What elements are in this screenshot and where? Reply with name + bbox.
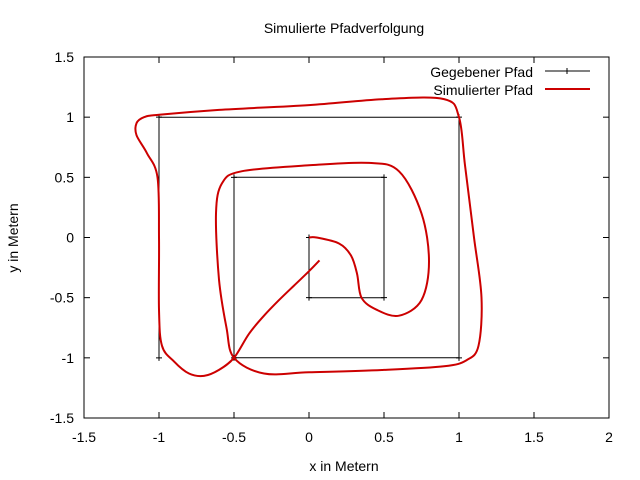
series-layer <box>134 96 483 378</box>
x-tick-label: -1.5 <box>72 429 96 445</box>
plot-frame <box>83 56 610 419</box>
legend: Gegebener Pfad Simulierter Pfad <box>430 64 590 98</box>
series-point-gegebener-pfad <box>381 174 387 181</box>
series-point-gegebener-pfad <box>381 294 387 301</box>
series-point-gegebener-pfad <box>156 354 162 361</box>
x-tick-label: 1 <box>455 429 463 445</box>
series-point-gegebener-pfad <box>306 294 312 301</box>
y-tick-label: 0.5 <box>55 169 75 185</box>
y-axis-label: y in Metern <box>5 203 21 272</box>
axis-ticks: -1.5 -1 -0.5 0 0.5 1 1.5 2 -1.5 -1 -0.5 0 0.5 1 1.5 <box>50 49 613 445</box>
x-tick-label: 1.5 <box>524 429 544 445</box>
x-tick-label: 2 <box>605 429 613 445</box>
y-tick-label: 1 <box>66 109 74 125</box>
x-tick-label: 0 <box>305 429 313 445</box>
series-point-gegebener-pfad <box>231 174 237 181</box>
y-tick-label: 1.5 <box>55 49 75 65</box>
y-tick-label: -0.5 <box>50 290 74 306</box>
series-point-gegebener-pfad <box>456 354 462 361</box>
legend-label-simulierter-pfad: Simulierter Pfad <box>433 82 533 98</box>
y-tick-label: -1.5 <box>50 410 74 426</box>
series-line-gegebener-pfad <box>158 116 460 359</box>
x-tick-label: 0.5 <box>374 429 394 445</box>
x-tick-label: -1 <box>153 429 166 445</box>
x-axis-label: x in Metern <box>309 458 378 474</box>
plot-area <box>83 56 610 419</box>
series-line-simulierter-pfad <box>134 96 483 378</box>
y-tick-label: 0 <box>66 230 74 246</box>
y-tick-label: -1 <box>62 350 75 366</box>
x-tick-label: -0.5 <box>222 429 246 445</box>
legend-label-gegebener-pfad: Gegebener Pfad <box>430 64 533 80</box>
chart-title: Simulierte Pfadverfolgung <box>264 20 424 36</box>
